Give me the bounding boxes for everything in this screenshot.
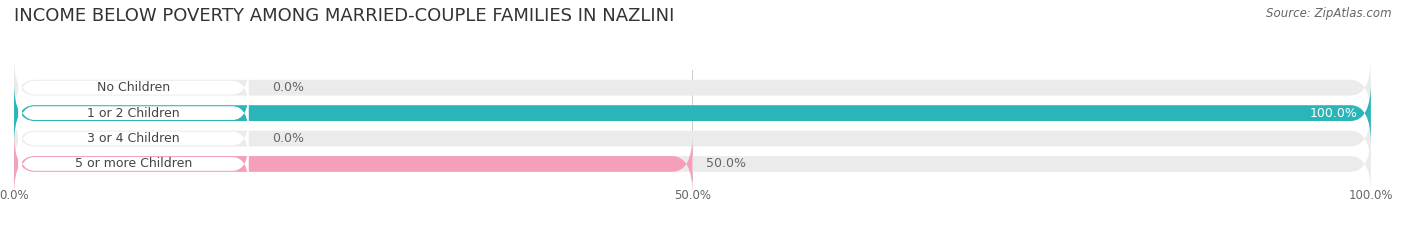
Text: 3 or 4 Children: 3 or 4 Children: [87, 132, 180, 145]
Text: 0.0%: 0.0%: [271, 132, 304, 145]
FancyBboxPatch shape: [18, 64, 249, 111]
FancyBboxPatch shape: [14, 134, 692, 194]
FancyBboxPatch shape: [14, 108, 1371, 169]
Text: 5 or more Children: 5 or more Children: [75, 158, 193, 171]
FancyBboxPatch shape: [14, 58, 1371, 118]
Text: No Children: No Children: [97, 81, 170, 94]
FancyBboxPatch shape: [18, 140, 249, 188]
Text: 0.0%: 0.0%: [271, 81, 304, 94]
Text: 100.0%: 100.0%: [1309, 107, 1357, 120]
Text: 1 or 2 Children: 1 or 2 Children: [87, 107, 180, 120]
FancyBboxPatch shape: [14, 83, 1371, 143]
Text: INCOME BELOW POVERTY AMONG MARRIED-COUPLE FAMILIES IN NAZLINI: INCOME BELOW POVERTY AMONG MARRIED-COUPL…: [14, 7, 675, 25]
Text: 50.0%: 50.0%: [706, 158, 747, 171]
Text: Source: ZipAtlas.com: Source: ZipAtlas.com: [1267, 7, 1392, 20]
FancyBboxPatch shape: [18, 115, 249, 162]
FancyBboxPatch shape: [14, 134, 1371, 194]
FancyBboxPatch shape: [18, 89, 249, 137]
FancyBboxPatch shape: [14, 83, 1371, 143]
